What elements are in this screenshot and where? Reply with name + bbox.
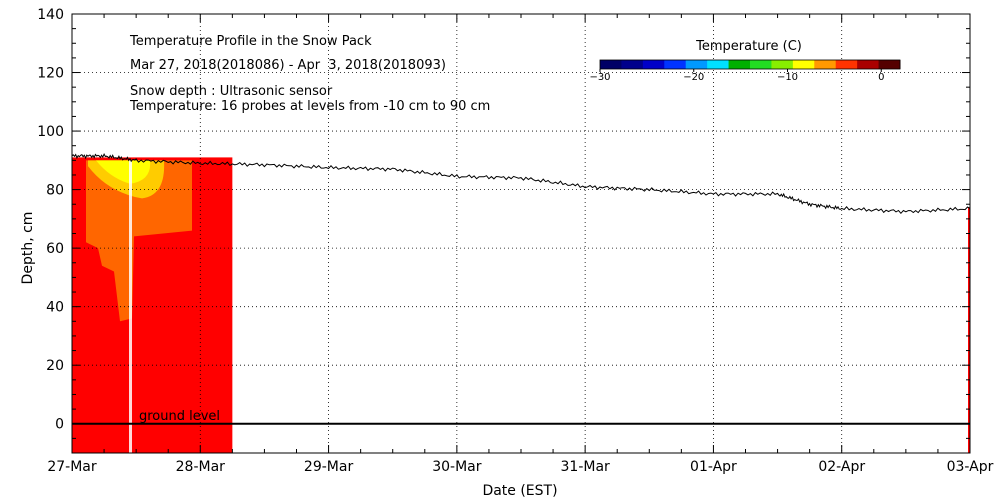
x-tick-label: 03-Apr [947,459,994,475]
y-tick-label: 40 [46,300,64,316]
x-axis-title: Date (EST) [482,483,557,499]
ground-level-label: ground level [139,409,220,424]
colorbar-swatch [878,60,901,69]
colorbar-swatch [621,60,644,69]
snow-depth-series [71,152,971,215]
colorbar-swatch [685,60,708,69]
colorbar-swatch [814,60,837,69]
colorbar-swatch [600,60,622,69]
y-tick-label: 100 [37,124,64,140]
colorbar-swatch [750,60,772,69]
temperature-heatmap [72,157,970,453]
axis-ticks: 27-Mar 28-Mar 29-Mar 30-Mar 31-Mar 01-Apr 02-A… [37,7,993,475]
colorbar-swatch [707,60,730,69]
y-tick-label: 80 [46,183,64,199]
x-tick-label: 31-Mar [561,459,611,475]
colorbar-swatch [642,60,665,69]
colorbar-swatch [771,60,794,69]
colorbar-tick-label: −10 [777,72,798,83]
heat-zone-coldest [96,160,151,184]
y-tick-label: 0 [55,417,64,433]
colorbar-swatch [857,60,880,69]
note-probes: Temperature: 16 probes at levels from -1… [129,99,490,114]
y-tick-label: 20 [46,358,64,374]
chart-title: Temperature Profile in the Snow Pack [129,34,372,49]
colorbar-tick-label: −20 [683,72,704,83]
colorbar: −30 −20 −10 0 [589,59,901,83]
snow-depth-line [71,152,971,215]
y-tick-label: 120 [37,66,64,82]
y-tick-label: 60 [46,241,64,257]
probe-gap-line [129,160,132,453]
colorbar-swatch [664,60,687,69]
colorbar-swatch [792,60,815,69]
colorbar-tick-label: 0 [878,72,884,83]
heat-zone-cool [86,160,192,322]
colorbar-swatch [728,60,751,69]
x-tick-label: 02-Apr [818,459,865,475]
x-tick-label: 28-Mar [176,459,226,475]
colorbar-tick-label: −30 [589,72,610,83]
colorbar-title: Temperature (C) [695,39,802,54]
colorbar-swatch [835,60,858,69]
x-tick-label: 29-Mar [304,459,354,475]
y-axis-title: Depth, cm [20,212,36,285]
note-sensor: Snow depth : Ultrasonic sensor [130,84,333,99]
x-tick-label: 01-Apr [690,459,737,475]
x-tick-label: 27-Mar [47,459,97,475]
x-tick-label: 30-Mar [432,459,482,475]
y-tick-label: 140 [37,7,64,23]
chart-subtitle: Mar 27, 2018(2018086) - Apr 3, 2018(2018… [130,58,446,73]
colorbar-frame [599,59,901,70]
